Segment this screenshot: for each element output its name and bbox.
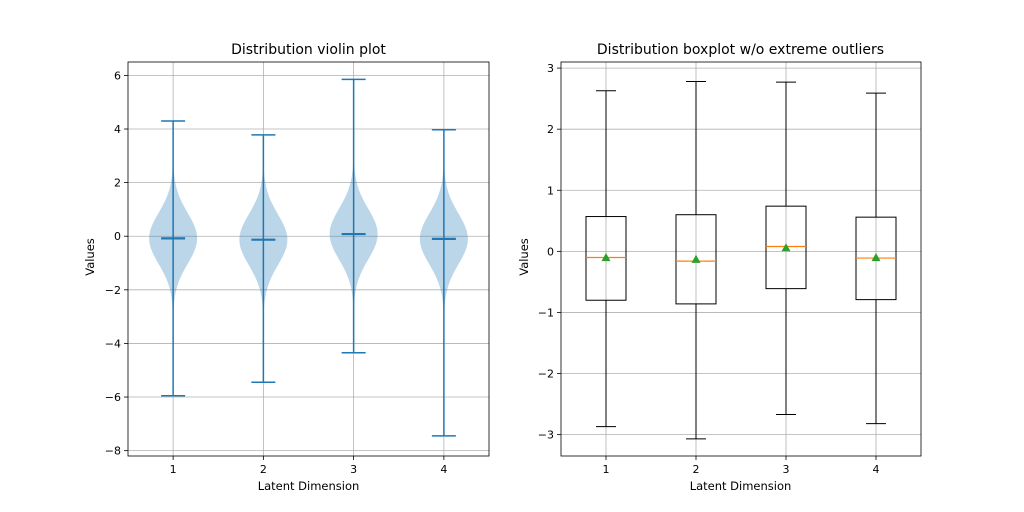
boxplot-xtick-label: 1 [603, 463, 610, 476]
violin-plot-frame [127, 61, 490, 457]
boxplot-ytick-label: 3 [547, 62, 554, 75]
violin-plot-ytick-label: −6 [105, 391, 121, 404]
boxplot-xtick-label: 3 [783, 463, 790, 476]
violin-plot-marks [149, 78, 468, 437]
boxplot-ytick-label: −3 [538, 429, 554, 442]
boxplot-ytick-label: 1 [547, 184, 554, 197]
violin-plot-ytick-label: 2 [114, 177, 121, 190]
violin-plot-xtick-label: 4 [440, 463, 447, 476]
box-mean-marker-1 [601, 252, 611, 262]
boxplot-panel: Distribution boxplot w/o extreme outlier… [517, 42, 922, 493]
violin-plot-ytick-label: −4 [105, 337, 121, 350]
box-iqr-2 [675, 214, 717, 305]
violin-plot-title: Distribution violin plot [231, 42, 386, 58]
boxplot-xtick-label: 4 [873, 463, 880, 476]
box-mean-marker-4 [871, 252, 881, 262]
box-mean-marker-3 [781, 243, 791, 252]
violin-plot-xlabel: Latent Dimension [258, 479, 360, 493]
box-mean-marker-2 [691, 254, 701, 263]
boxplot-ytick-label: 0 [547, 245, 554, 258]
boxplot-ticks: −3 −2 −1 0 1 2 3 1 2 3 4 [538, 62, 880, 476]
violin-plot-xtick-label: 1 [170, 463, 177, 476]
boxplot-frame [560, 61, 922, 457]
violin-plot-ytick-label: −2 [105, 284, 121, 297]
boxplot-ylabel: Values [517, 238, 531, 276]
violin-plot-ytick-label: 6 [114, 69, 121, 82]
violin-plot-ylabel: Values [83, 238, 97, 276]
box-iqr-1 [585, 216, 627, 301]
boxplot-title: Distribution boxplot w/o extreme outlier… [597, 42, 884, 58]
violin-plot-xtick-label: 2 [260, 463, 267, 476]
violin-plot-xtick-label: 3 [350, 463, 357, 476]
violin-plot-ytick-label: 0 [114, 230, 121, 243]
violin-plot-ticks: −8 −6 −4 −2 0 2 4 6 1 2 3 4 [105, 69, 448, 476]
boxplot-xtick-label: 2 [693, 463, 700, 476]
boxplot-ytick-label: 2 [547, 123, 554, 136]
boxplot-ytick-label: −1 [538, 306, 554, 319]
boxplot-marks [585, 81, 897, 440]
box-iqr-3 [765, 205, 807, 290]
violin-plot-ytick-label: 4 [114, 123, 121, 136]
violin-plot-panel: Distribution violin plot Latent Dimensio… [83, 42, 490, 493]
boxplot-ytick-label: −2 [538, 368, 554, 381]
violin-plot-ytick-label: −8 [105, 445, 121, 458]
boxplot-xlabel: Latent Dimension [690, 479, 792, 493]
